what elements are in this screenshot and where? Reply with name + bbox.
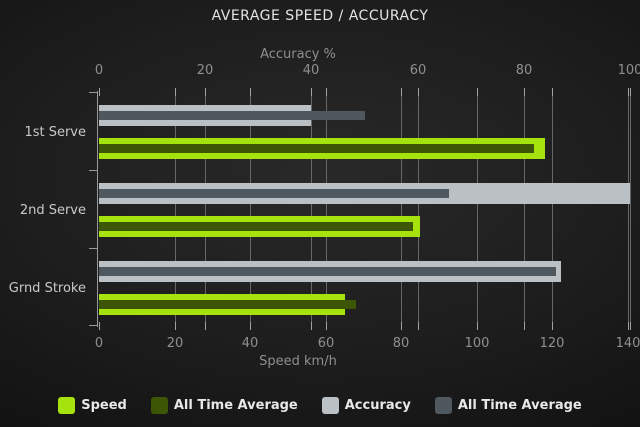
tick-label-top: 60: [409, 63, 427, 78]
gridline: [250, 92, 251, 326]
bar-speed-avg: [99, 300, 356, 309]
axis-tick: [311, 88, 312, 96]
tick-label-bottom: 20: [166, 336, 184, 351]
legend-item-accuracy-all-time-average: All Time Average: [434, 397, 582, 414]
tick-label-top: 20: [196, 63, 214, 78]
y-axis-tick: [89, 325, 98, 326]
gridline: [628, 92, 629, 326]
bar-accuracy-avg: [99, 189, 449, 198]
y-axis-tick: [89, 170, 98, 171]
axis-tick: [205, 322, 206, 330]
bar-accuracy-avg: [99, 111, 365, 120]
gridline: [524, 92, 525, 326]
tick-label-top: 80: [515, 63, 533, 78]
axis-tick: [628, 322, 629, 330]
legend-item-speed-all-time-average: All Time Average: [150, 397, 298, 414]
axis-tick: [326, 88, 327, 96]
axis-tick: [418, 322, 419, 330]
axis-tick: [99, 322, 100, 330]
gridline: [418, 92, 419, 326]
axis-tick: [311, 322, 312, 330]
axis-tick: [630, 88, 631, 96]
bar-speed-avg: [99, 222, 413, 231]
legend-swatch-accuracy-all-time-average: [434, 397, 452, 414]
gridline: [205, 92, 206, 326]
gridline: [630, 92, 631, 326]
axis-tick: [477, 322, 478, 330]
tick-label-top: 100: [617, 63, 640, 78]
category-label: 2nd Serve: [19, 203, 86, 218]
tick-label-bottom: 60: [317, 336, 335, 351]
axis-tick: [552, 88, 553, 96]
axis-tick: [552, 322, 553, 330]
bottom-axis-title: Speed km/h: [259, 354, 337, 369]
legend-label: All Time Average: [457, 398, 582, 413]
top-axis-title: Accuracy %: [260, 47, 336, 62]
category-label: Grnd Stroke: [8, 281, 86, 296]
legend-label: Accuracy: [344, 398, 411, 413]
plot-area: [99, 92, 631, 326]
axis-tick: [250, 322, 251, 330]
axis-tick: [99, 88, 100, 96]
tick-label-bottom: 140: [615, 336, 640, 351]
axis-tick: [401, 88, 402, 96]
axis-tick: [524, 322, 525, 330]
axis-tick: [401, 322, 402, 330]
gridline: [552, 92, 553, 326]
legend-item-accuracy: Accuracy: [321, 397, 411, 414]
legend-item-speed: Speed: [58, 397, 127, 414]
y-axis-tick: [89, 92, 98, 93]
legend-swatch-accuracy: [321, 397, 339, 414]
tick-label-bottom: 0: [94, 336, 104, 351]
axis-tick: [175, 88, 176, 96]
gridline: [175, 92, 176, 326]
gridline: [311, 92, 312, 326]
gridline: [401, 92, 402, 326]
gridline: [326, 92, 327, 326]
legend: Speed All Time Average Accuracy All Time…: [0, 397, 640, 414]
legend-swatch-speed: [58, 397, 76, 414]
axis-tick: [628, 88, 629, 96]
y-axis-line: [97, 91, 98, 327]
y-axis-tick: [89, 248, 98, 249]
gridline: [477, 92, 478, 326]
tick-label-bottom: 80: [392, 336, 410, 351]
axis-tick: [524, 88, 525, 96]
bar-speed-avg: [99, 144, 534, 153]
axis-tick: [175, 322, 176, 330]
chart-title: AVERAGE SPEED / ACCURACY: [211, 8, 429, 24]
category-label: 1st Serve: [24, 125, 86, 140]
tick-label-bottom: 120: [539, 336, 565, 351]
axis-tick: [326, 322, 327, 330]
axis-tick: [205, 88, 206, 96]
tick-label-top: 40: [302, 63, 320, 78]
axis-tick: [418, 88, 419, 96]
tick-label-top: 0: [94, 63, 104, 78]
axis-tick: [477, 88, 478, 96]
tick-label-bottom: 100: [464, 336, 490, 351]
legend-label: All Time Average: [173, 398, 298, 413]
axis-tick: [630, 322, 631, 330]
legend-swatch-speed-all-time-average: [150, 397, 168, 414]
bar-accuracy-avg: [99, 267, 556, 276]
tick-label-bottom: 40: [241, 336, 259, 351]
axis-tick: [250, 88, 251, 96]
legend-label: Speed: [81, 398, 127, 413]
